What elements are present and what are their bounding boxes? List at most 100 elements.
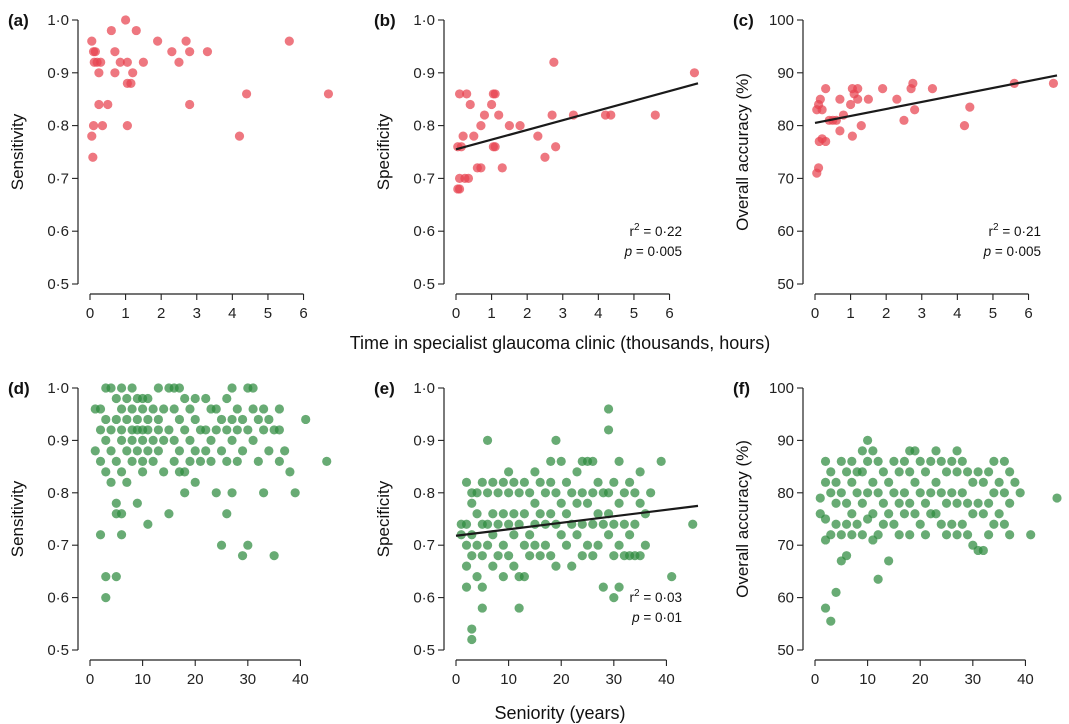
panel-a-x-tick-label: 1 [121, 305, 129, 322]
panel-e-point [551, 435, 561, 445]
panel-a-point [122, 121, 132, 131]
panel-e-point [498, 540, 508, 550]
panel-e-point [577, 488, 587, 498]
panel-e-y-tick-label: 0·6 [413, 590, 435, 607]
panel-b-y-tick-label: 0·5 [413, 276, 435, 293]
panel-f-x-tick-label: 30 [964, 671, 981, 688]
panel-d-point [143, 425, 153, 435]
panel-e-point [525, 551, 535, 561]
panel-d-point [201, 425, 211, 435]
panel-e-point [525, 488, 535, 498]
panel-e-point [509, 509, 519, 519]
panel-b-x-tick-label: 5 [630, 305, 638, 322]
panel-d-point [322, 456, 332, 466]
panel-b-point [463, 173, 474, 183]
panel-d-point [206, 456, 216, 466]
panel-c-point [910, 105, 920, 115]
panel-c-point [821, 136, 831, 147]
panel-a-x-tick-label: 3 [193, 305, 201, 322]
panel-c-label: (c) [733, 11, 754, 30]
panel-d-point [164, 509, 174, 519]
panel-d-point [90, 446, 100, 456]
panel-a-point [97, 121, 108, 131]
panel-e-point [509, 477, 519, 487]
panel-a-point [167, 47, 177, 57]
panel-b-y-tick-label: 0·7 [413, 170, 435, 187]
panel-f-point [936, 456, 946, 466]
panel-b-x-tick-label: 1 [487, 305, 495, 322]
panel-d-point [95, 530, 106, 540]
panel-e-point [498, 477, 508, 487]
panel-f-point [957, 519, 967, 529]
panel-f-point [941, 467, 952, 477]
panel-d-y-tick-label: 0·5 [47, 642, 69, 659]
panel-e-point [640, 540, 650, 550]
panel-d-point [143, 393, 153, 404]
panel-d-point [227, 435, 237, 445]
panel-c-x-tick-label: 5 [989, 305, 997, 322]
panel-a-point [88, 121, 99, 131]
panel-f-point [868, 446, 878, 456]
panel-a-point [185, 99, 195, 110]
panel-e-x-tick-label: 0 [452, 671, 460, 688]
panel-c-p-annotation: p = 0·005 [983, 244, 1041, 259]
panel-c-y-axis-title: Overall accuracy (%) [733, 73, 752, 231]
panel-d-x-tick-label: 20 [187, 671, 204, 688]
panel-e-point [609, 551, 619, 561]
panel-d-point [95, 456, 106, 466]
panel-e-point [530, 498, 540, 508]
panel-f-point [863, 456, 873, 466]
panel-b-point [476, 121, 486, 131]
panel-c-point [899, 115, 909, 125]
panel-e-point [519, 477, 529, 487]
panel-f-point [857, 498, 867, 508]
panel-e-point [688, 519, 698, 529]
panel-c-point [815, 94, 825, 104]
panel-f-point [915, 456, 925, 466]
panel-f-point [926, 488, 936, 498]
panel-b-p-annotation: p = 0·005 [624, 244, 682, 259]
panel-e-point [488, 561, 498, 571]
panel-e-point [482, 488, 493, 498]
panel-d-point [127, 456, 137, 466]
panel-d-point [237, 551, 248, 561]
panel-d-point [248, 404, 258, 414]
panel-a-y-tick-label: 0·7 [47, 170, 69, 187]
panel-b-r2-superscript: 2 [634, 222, 640, 233]
panel-b-point [547, 110, 557, 120]
panel-f-point [968, 509, 978, 519]
panel-a-point [88, 152, 98, 162]
panel-a-point [115, 57, 125, 67]
panel-d-point [227, 414, 237, 425]
panel-a-point [323, 89, 334, 99]
panel-e-point [614, 498, 624, 508]
panel-e-point [488, 477, 498, 487]
panel-f-label: (f) [733, 379, 750, 398]
panel-a-y-tick-label: 0·6 [47, 223, 69, 240]
panel-f-point [915, 519, 925, 529]
panel-d-point [148, 456, 158, 466]
panel-f-y-tick-label: 60 [777, 590, 794, 607]
panel-d-point [106, 446, 116, 456]
panel-c-point [965, 102, 975, 112]
panel-f-point [841, 551, 852, 561]
panel-b-r2-annotation: r2 = 0·22 [630, 222, 682, 239]
panel-d-point [111, 456, 121, 466]
panel-f-point [984, 498, 994, 508]
panel-b-label: (b) [374, 11, 396, 30]
panel-f-point [826, 616, 836, 626]
panel-a-x-tick-label: 4 [228, 305, 236, 322]
panel-d-point [237, 446, 248, 456]
panel-f-point [931, 446, 941, 456]
panel-f-point [889, 488, 899, 498]
panel-a-point [284, 36, 294, 46]
panel-f-point [978, 509, 988, 519]
panel-f-point [884, 477, 894, 487]
panel-d-point [285, 467, 295, 477]
panel-a-point [120, 15, 131, 25]
panel-d-point [101, 572, 111, 582]
panel-d-point [232, 456, 242, 466]
panel-d-point [122, 414, 132, 425]
panel-d-point [216, 446, 227, 456]
panel-e-point [477, 477, 487, 487]
